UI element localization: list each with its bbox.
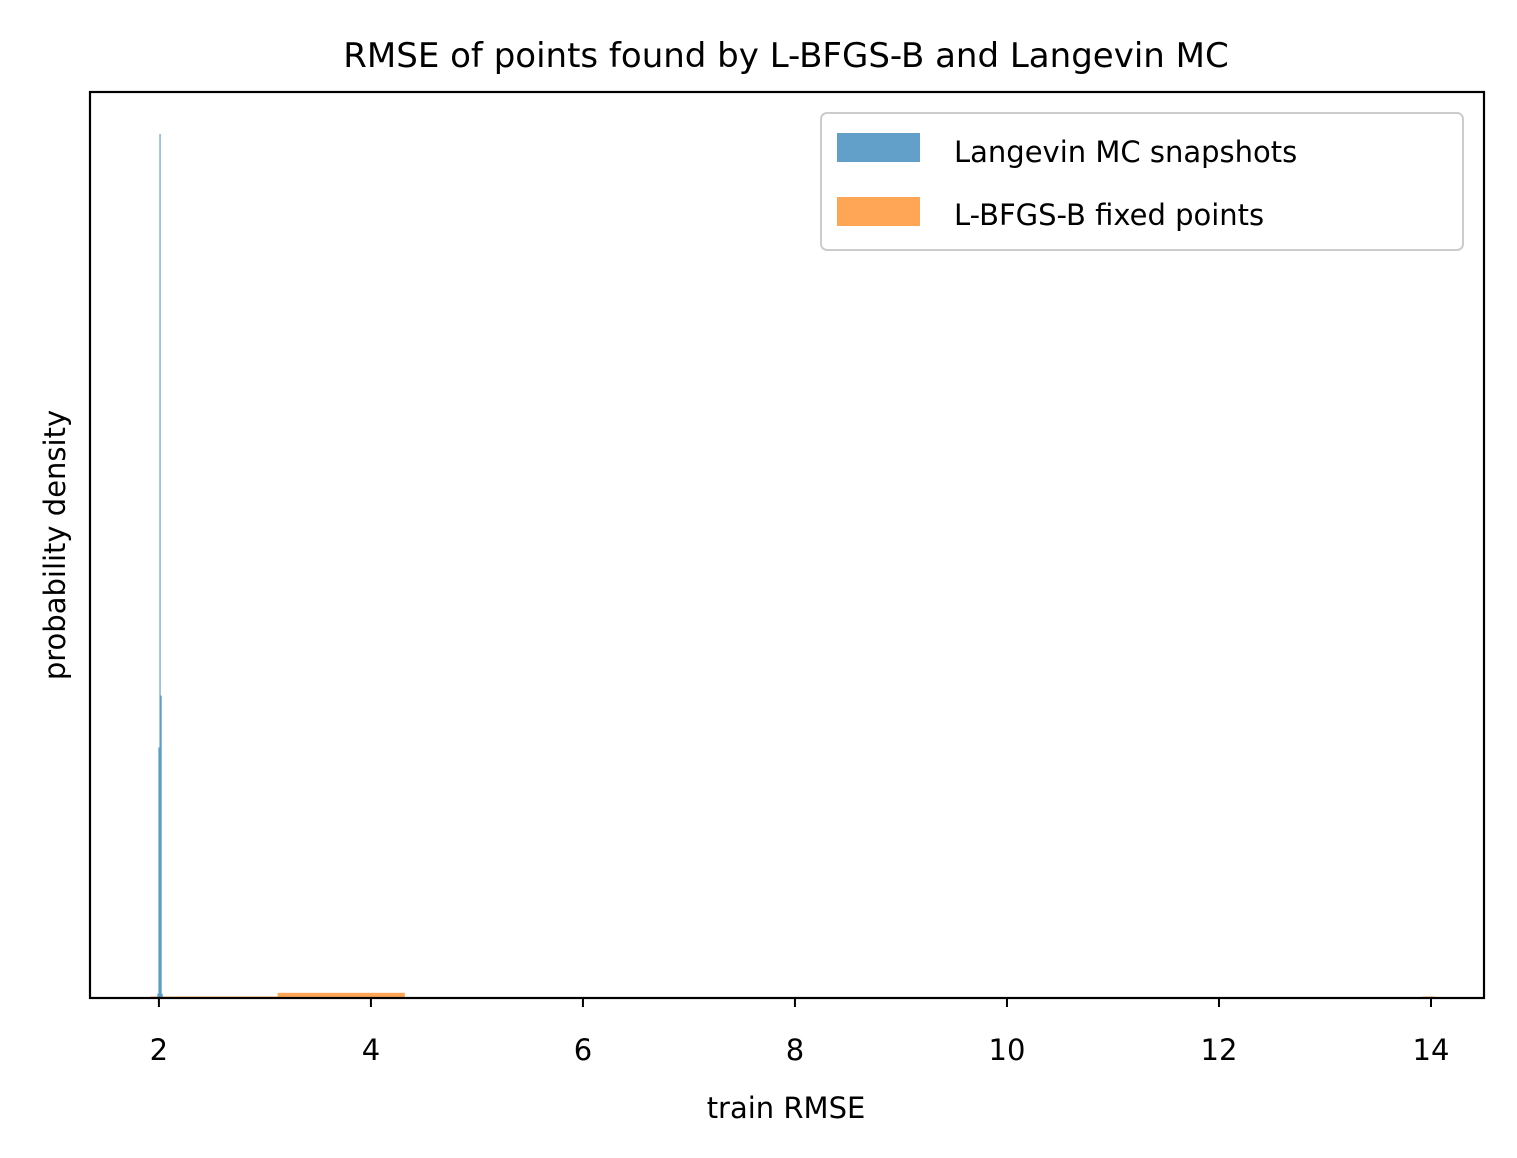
histogram-bar-langevin-4 xyxy=(161,993,163,998)
y-axis-label: probability density xyxy=(38,410,72,680)
legend-label-langevin: Langevin MC snapshots xyxy=(954,135,1297,169)
x-axis-ticks: 2 4 6 8 10 12 14 xyxy=(150,998,1450,1067)
x-axis-label: train RMSE xyxy=(707,1091,866,1125)
legend-box xyxy=(820,112,1464,251)
x-tick-label-8: 8 xyxy=(786,1033,804,1067)
chart-title: RMSE of points found by L-BFGS-B and Lan… xyxy=(343,36,1228,76)
x-tick-label-6: 6 xyxy=(574,1033,592,1067)
x-tick-label-10: 10 xyxy=(989,1033,1026,1067)
histogram-bar-langevin-1 xyxy=(158,747,160,998)
x-tick-label-4: 4 xyxy=(362,1033,380,1067)
legend-label-lbfgsb: L-BFGS-B fixed points xyxy=(954,198,1264,232)
x-tick-label-12: 12 xyxy=(1201,1033,1238,1067)
histogram-bar-langevin-0 xyxy=(157,993,159,998)
plot-frame xyxy=(88,90,1486,1000)
x-tick-label-14: 14 xyxy=(1413,1033,1450,1067)
legend-swatch-lbfgsb xyxy=(837,197,920,226)
histogram-bar-langevin-3 xyxy=(160,695,162,998)
legend: Langevin MC snapshots L-BFGS-B fixed poi… xyxy=(820,112,1464,251)
histogram-bar-lbfgsb-1 xyxy=(277,992,405,998)
x-tick-label-2: 2 xyxy=(150,1033,168,1067)
legend-swatch-langevin xyxy=(837,133,920,162)
histogram-bar-langevin-2 xyxy=(159,134,161,998)
